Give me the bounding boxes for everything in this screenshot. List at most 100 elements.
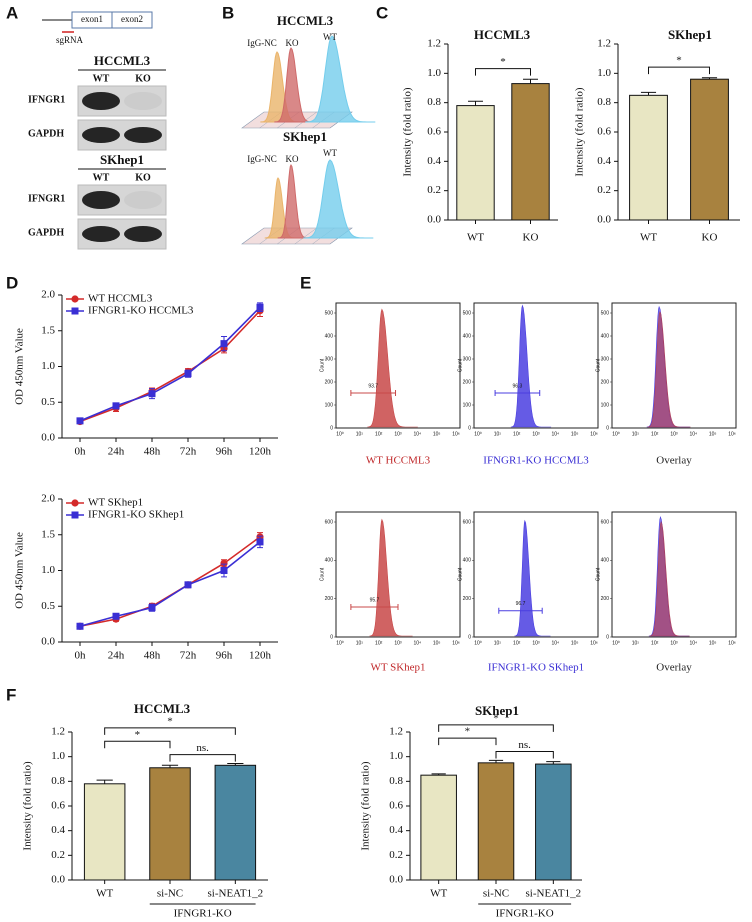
panel-label: D — [6, 273, 18, 292]
x-tick-label: WT — [96, 888, 113, 900]
series-line — [79, 306, 261, 422]
y-tick-label: 600 — [601, 519, 610, 525]
marker — [256, 538, 264, 546]
histogram-frame — [611, 511, 737, 638]
error-bar — [96, 779, 113, 784]
significance-bracket — [169, 754, 236, 762]
y-axis-label: OD 450nm Value — [14, 532, 26, 609]
x-tick-label: 10⁴ — [413, 431, 421, 437]
y-axis-label: OD 450nm Value — [14, 328, 26, 405]
chart-title: SKhep1 — [475, 703, 519, 718]
y-tick-label: 0.0 — [389, 874, 403, 886]
y-tick-label: 2.0 — [41, 289, 55, 301]
x-tick-label: 72h — [180, 650, 197, 662]
panel-label: C — [376, 3, 388, 22]
bar — [456, 105, 495, 221]
y-tick-label: 0.2 — [389, 849, 403, 861]
x-tick-label: 10⁴ — [551, 640, 559, 646]
bar — [511, 83, 550, 221]
significance-label: * — [493, 712, 499, 724]
x-tick-label: 10⁶ — [728, 640, 736, 646]
y-tick-label: 400 — [325, 333, 334, 339]
x-tick-label: 10⁵ — [433, 640, 441, 646]
x-tick-label: 10⁵ — [571, 640, 579, 646]
marker — [148, 604, 156, 612]
gate-label: 96.7 — [516, 601, 526, 607]
significance-label: * — [167, 715, 173, 727]
cell-line-title: HCCML3 — [94, 53, 151, 68]
error-bar — [701, 77, 718, 80]
chart-title: HCCML3 — [134, 701, 191, 716]
bar — [83, 783, 126, 881]
panel-label: A — [6, 3, 18, 22]
y-tick-label: 1.0 — [427, 67, 441, 79]
y-axis-label: Count — [595, 358, 601, 372]
significance-bracket — [438, 724, 554, 732]
x-tick-label: 10⁴ — [689, 640, 697, 646]
y-tick-label: 0.6 — [597, 126, 611, 138]
histogram-caption: WT SKhep1 — [370, 662, 425, 674]
significance-label: ns. — [196, 742, 209, 754]
gate-label: 95.7 — [370, 597, 380, 603]
histogram-caption: Overlay — [656, 455, 692, 467]
y-tick-label: 0.8 — [597, 96, 611, 108]
x-tick-label: 10⁴ — [413, 640, 421, 646]
error-bar — [227, 762, 244, 766]
x-tick-label: KO — [702, 232, 718, 244]
y-tick-label: 0.6 — [51, 800, 65, 812]
series-line — [79, 310, 261, 423]
x-tick-label: 10⁶ — [452, 431, 460, 437]
blot-band — [82, 226, 120, 242]
legend-label: WT SKhep1 — [88, 497, 143, 509]
x-tick-label: 10¹ — [494, 431, 502, 437]
x-tick-label: 48h — [144, 650, 161, 662]
x-tick-label: 10² — [651, 640, 659, 646]
plane-grid — [294, 227, 317, 245]
y-axis-label: Count — [457, 567, 463, 581]
y-tick-label: 1.2 — [427, 38, 441, 50]
y-tick-label: 0.2 — [597, 184, 611, 196]
y-tick-label: 200 — [601, 596, 610, 602]
x-tick-label: si-NEAT1_2 — [208, 888, 264, 900]
x-tick-label: 96h — [216, 446, 233, 458]
x-tick-label: si-NC — [157, 888, 183, 900]
histogram-label: KO — [286, 38, 299, 48]
bar — [420, 774, 457, 881]
gate — [494, 390, 541, 396]
x-tick-label: si-NC — [483, 888, 509, 900]
y-tick-label: 0.4 — [427, 155, 441, 167]
x-tick-label: 10⁵ — [433, 431, 441, 437]
x-tick-label: 96h — [216, 650, 233, 662]
x-tick-label: 120h — [249, 650, 272, 662]
y-tick-label: 0 — [468, 634, 471, 640]
x-tick-label: 10¹ — [356, 431, 364, 437]
x-tick-label: 10¹ — [632, 640, 640, 646]
histogram-frame — [473, 511, 599, 638]
x-tick-label: 10³ — [394, 431, 402, 437]
y-tick-label: 100 — [463, 402, 472, 408]
y-tick-label: 0 — [330, 425, 333, 431]
y-tick-label: 1.0 — [41, 360, 55, 372]
significance-bracket — [475, 68, 531, 76]
bar — [149, 767, 191, 881]
histogram-caption: IFNGR1-KO SKhep1 — [488, 662, 584, 674]
x-tick-label: 10⁰ — [612, 431, 620, 437]
histogram — [647, 310, 691, 428]
y-tick-label: 400 — [601, 558, 610, 564]
y-tick-label: 0.2 — [51, 849, 65, 861]
histogram-label: WT — [323, 148, 337, 158]
bar — [535, 763, 572, 881]
x-tick-label: WT — [640, 232, 657, 244]
marker — [184, 370, 192, 378]
group-label: IFNGR1-KO — [496, 908, 554, 920]
significance-label: * — [500, 56, 506, 68]
significance-bracket — [104, 740, 171, 749]
series-line — [79, 536, 261, 628]
error-bar — [640, 91, 657, 96]
histogram-label: KO — [286, 154, 299, 164]
x-tick-label: 10⁴ — [551, 431, 559, 437]
significance-bracket — [438, 737, 497, 746]
y-axis-label: Count — [457, 358, 463, 372]
histogram-caption: IFNGR1-KO HCCML3 — [483, 455, 589, 467]
bar — [629, 94, 668, 221]
